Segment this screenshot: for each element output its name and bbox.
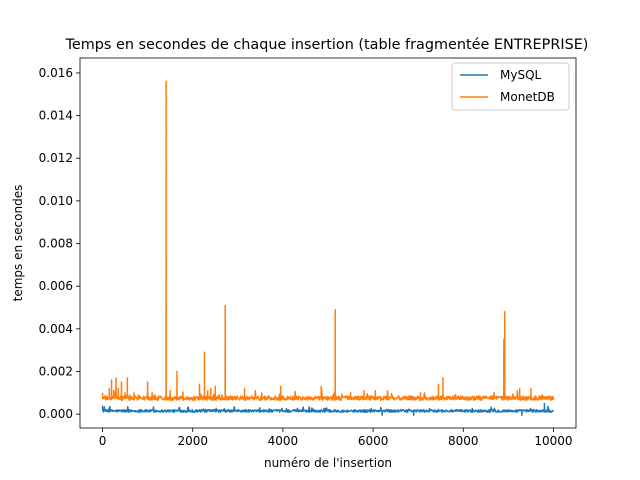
chart-title: Temps en secondes de chaque insertion (t… xyxy=(65,37,589,53)
legend-label-monetdb: MonetDB xyxy=(500,90,555,104)
series-line-monetdb xyxy=(101,80,555,402)
legend-label-mysql: MySQL xyxy=(500,68,542,82)
y-tick-label: 0.000 xyxy=(39,407,73,421)
series-line-mysql xyxy=(101,402,555,416)
plot-frame xyxy=(79,57,577,429)
legend: MySQL MonetDB xyxy=(451,62,570,111)
x-tick-label: 6000 xyxy=(358,434,389,448)
y-axis-label: temps en secondes xyxy=(11,185,25,302)
x-tick-label: 2000 xyxy=(177,434,208,448)
x-tick-label: 0 xyxy=(99,434,107,448)
y-tick-label: 0.014 xyxy=(39,109,73,123)
x-axis-label: numéro de l'insertion xyxy=(264,456,392,470)
y-tick-label: 0.010 xyxy=(39,194,73,208)
y-tick-label: 0.004 xyxy=(39,322,73,336)
y-tick-label: 0.006 xyxy=(39,279,73,293)
y-tick-label: 0.016 xyxy=(39,66,73,80)
x-tick-label: 4000 xyxy=(268,434,299,448)
x-tick-label: 10000 xyxy=(534,434,572,448)
y-axis: 0.000 0.002 0.004 0.006 0.008 0.010 0.012 0.014… xyxy=(39,66,80,421)
y-tick-label: 0.002 xyxy=(39,364,73,378)
y-tick-label: 0.008 xyxy=(39,237,73,251)
x-tick-label: 8000 xyxy=(448,434,479,448)
x-axis: 0 2000 4000 6000 8000 10000 xyxy=(99,428,573,448)
y-tick-label: 0.012 xyxy=(39,151,73,165)
